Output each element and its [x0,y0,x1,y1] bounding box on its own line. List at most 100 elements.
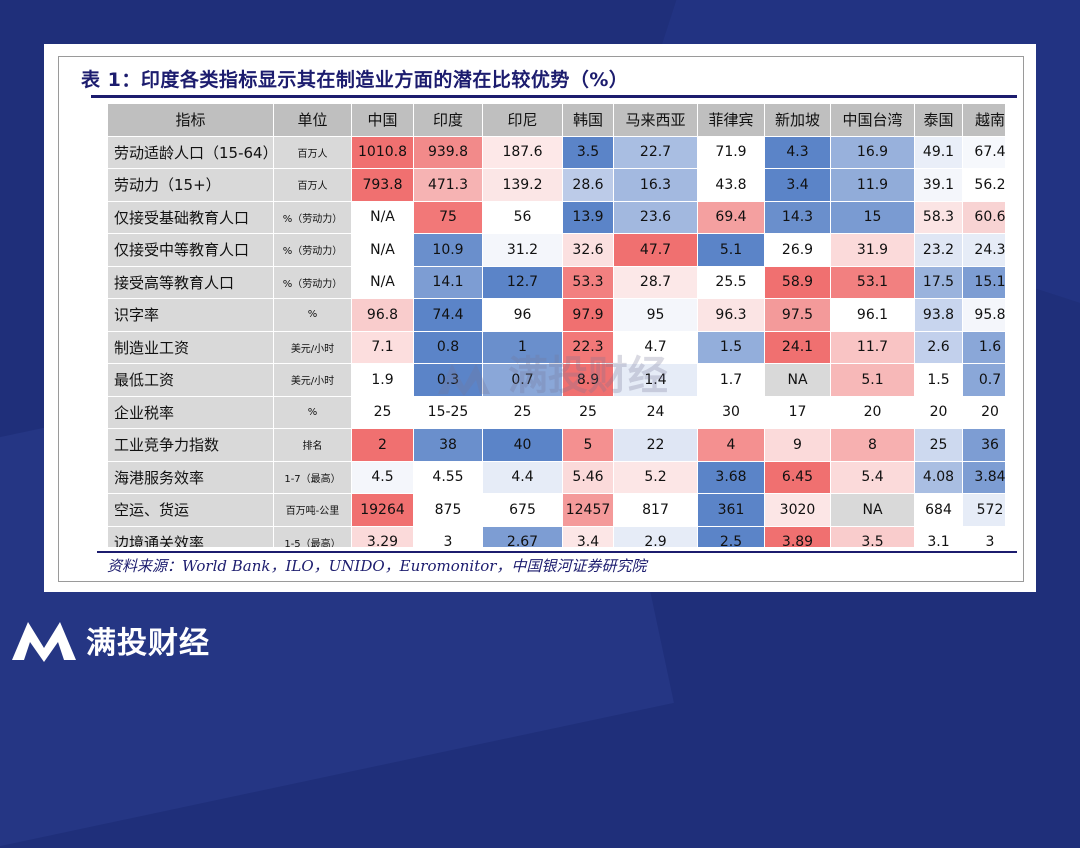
unit-cell: %（劳动力） [273,265,352,299]
value-cell: 4.7 [613,330,698,364]
value-cell: 817 [613,493,698,527]
column-header: 单位 [273,103,352,137]
value-cell: 3 [413,525,483,547]
value-cell: 56 [482,200,563,234]
value-cell: 60.6 [962,200,1005,234]
value-cell: 7.1 [351,330,414,364]
value-cell: 67.4 [962,135,1005,169]
value-cell: 95.8 [962,298,1005,332]
column-header: 泰国 [914,103,963,137]
document-card: 表 1：印度各类指标显示其在制造业方面的潜在比较优势（%） 指标 单位 中国 印度 印尼… [44,44,1036,592]
table-container: 指标 单位 中国 印度 印尼 韩国 马来西亚 菲律宾 新加坡 中国台湾 泰国 越南 劳动适龄人口（15… [107,103,1005,547]
value-cell: 684 [914,493,963,527]
table-row: 劳动适龄人口（15-64） 百万人 1010.8 939.8 187.6 3.5 22.7 7… [107,135,1005,169]
value-cell: 14.3 [764,200,831,234]
table-body: 劳动适龄人口（15-64） 百万人 1010.8 939.8 187.6 3.5 22.7 7… [107,135,1005,547]
table-row: 劳动力（15+） 百万人 793.8 471.3 139.2 28.6 16.3 43.8 3.… [107,168,1005,202]
value-cell: 49.1 [914,135,963,169]
table-row: 海港服务效率 1-7（最高） 4.5 4.55 4.4 5.46 5.2 3.68 6.45 5.… [107,460,1005,494]
indicator-cell: 海港服务效率 [107,460,274,494]
value-cell: 53.3 [562,265,614,299]
value-cell: 3.89 [764,525,831,547]
unit-cell: 百万人 [273,135,352,169]
table-row: 识字率% 96.8 74.4 96 97.9 95 96.3 97.5 96.1 93.8 95.8 [107,298,1005,332]
value-cell: 1.5 [697,330,765,364]
value-cell: 16.3 [613,168,698,202]
value-cell: 471.3 [413,168,483,202]
value-cell: 93.8 [914,298,963,332]
value-cell: 1.6 [962,330,1005,364]
value-cell: 56.2 [962,168,1005,202]
value-cell: 2.67 [482,525,563,547]
value-cell: N/A [351,233,414,267]
unit-cell: 百万人 [273,168,352,202]
value-cell: 95 [613,298,698,332]
value-cell: 97.5 [764,298,831,332]
value-cell: 9 [764,428,831,462]
indicator-cell: 劳动适龄人口（15-64） [107,135,274,169]
value-cell: 31.9 [830,233,915,267]
table-header-row: 指标 单位 中国 印度 印尼 韩国 马来西亚 菲律宾 新加坡 中国台湾 泰国 越南 [107,103,1005,137]
value-cell: 0.7 [962,363,1005,397]
value-cell: 1.9 [351,363,414,397]
unit-cell: 百万吨-公里 [273,493,352,527]
value-cell: 24 [613,395,698,429]
indicator-cell: 制造业工资 [107,330,274,364]
unit-cell: % [273,395,352,429]
indicator-cell: 企业税率 [107,395,274,429]
indicator-cell: 劳动力（15+） [107,168,274,202]
indicator-cell: 接受高等教育人口 [107,265,274,299]
value-cell: 0.7 [482,363,563,397]
table-row: 空运、货运 百万吨-公里 19264 875 675 12457 817 361 3020 NA 6… [107,493,1005,527]
indicator-cell: 边境通关效率 [107,525,274,547]
value-cell: 3.1 [914,525,963,547]
value-cell: 75 [413,200,483,234]
table-title: 表 1：印度各类指标显示其在制造业方面的潜在比较优势（%） [81,69,629,91]
value-cell: 38 [413,428,483,462]
table-row: 企业税率% 25 15-25 25 25 24 30 17 20 20 20 [107,395,1005,429]
value-cell: 25 [351,395,414,429]
value-cell: 6.45 [764,460,831,494]
value-cell: 3.29 [351,525,414,547]
value-cell: NA [764,363,831,397]
value-cell: 19264 [351,493,414,527]
value-cell: 96.8 [351,298,414,332]
value-cell: 10.9 [413,233,483,267]
value-cell: 4.55 [413,460,483,494]
unit-cell: %（劳动力） [273,200,352,234]
value-cell: 20 [962,395,1005,429]
value-cell: 4.4 [482,460,563,494]
title-underline [91,95,1017,98]
table-row: 接受高等教育人口 %（劳动力） N/A 14.1 12.7 53.3 28.7 25.5 58.… [107,265,1005,299]
value-cell: 23.2 [914,233,963,267]
value-cell: 24.3 [962,233,1005,267]
value-cell: 22.3 [562,330,614,364]
value-cell: 12.7 [482,265,563,299]
value-cell: 5.1 [830,363,915,397]
value-cell: 1 [482,330,563,364]
value-cell: 11.7 [830,330,915,364]
value-cell: 25 [914,428,963,462]
table-row: 仅接受基础教育人口 %（劳动力） N/A 75 56 13.9 23.6 69.4 14.3 15… [107,200,1005,234]
value-cell: 96 [482,298,563,332]
value-cell: 22.7 [613,135,698,169]
value-cell: N/A [351,200,414,234]
value-cell: 3 [962,525,1005,547]
value-cell: 15 [830,200,915,234]
value-cell: 22 [613,428,698,462]
column-header: 韩国 [562,103,614,137]
value-cell: 25 [482,395,563,429]
value-cell: 16.9 [830,135,915,169]
unit-cell: 1-7（最高） [273,460,352,494]
value-cell: 96.3 [697,298,765,332]
indicator-cell: 最低工资 [107,363,274,397]
table-row: 最低工资 美元/小时 1.9 0.3 0.7 8.9 1.4 1.7 NA 5.1 1.5 0.7 [107,363,1005,397]
value-cell: 5.4 [830,460,915,494]
value-cell: 0.3 [413,363,483,397]
value-cell: 3.4 [764,168,831,202]
value-cell: 71.9 [697,135,765,169]
value-cell: 1010.8 [351,135,414,169]
value-cell: 13.9 [562,200,614,234]
value-cell: 11.9 [830,168,915,202]
column-header: 中国台湾 [830,103,915,137]
